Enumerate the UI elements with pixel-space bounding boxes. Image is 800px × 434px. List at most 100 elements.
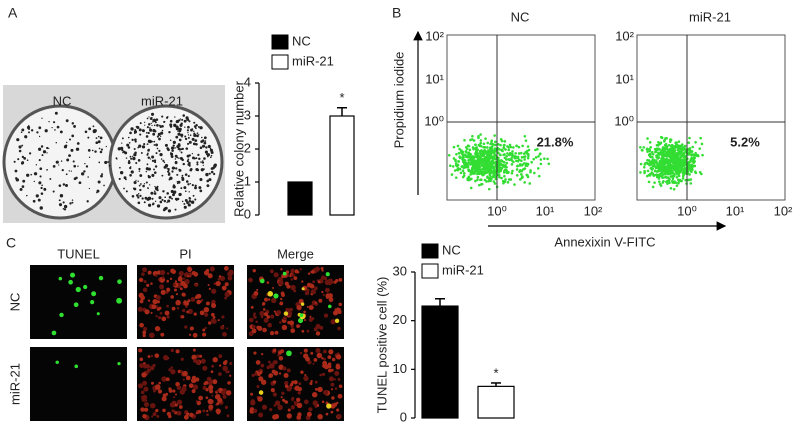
x-tick-label: 10¹ xyxy=(536,203,555,218)
event-dot xyxy=(641,149,644,152)
event-dot xyxy=(503,140,507,143)
cell xyxy=(226,414,230,418)
colony xyxy=(206,153,211,157)
event-dot xyxy=(657,167,661,170)
colony xyxy=(163,161,166,164)
cell xyxy=(196,293,202,299)
cell xyxy=(158,381,161,385)
cell xyxy=(189,326,194,331)
cell xyxy=(202,385,207,390)
event-dot xyxy=(518,178,522,181)
event-dot xyxy=(447,153,451,157)
colony xyxy=(147,131,150,135)
cell xyxy=(304,374,307,377)
event-dot xyxy=(658,163,661,166)
event-dot xyxy=(646,169,650,173)
colony xyxy=(141,197,144,200)
colony xyxy=(28,152,32,155)
colony xyxy=(55,141,58,144)
colony xyxy=(177,132,181,136)
cell xyxy=(336,408,340,412)
colony xyxy=(178,157,180,159)
colony xyxy=(187,158,190,161)
colony xyxy=(203,141,207,145)
colony xyxy=(156,135,159,138)
colony xyxy=(151,155,155,159)
event-dot xyxy=(457,167,460,170)
colony xyxy=(98,161,101,164)
colony xyxy=(174,158,177,160)
cell xyxy=(326,403,332,409)
y-tick-label: 10¹ xyxy=(615,71,634,86)
colony xyxy=(212,172,216,176)
event-dot xyxy=(461,175,465,179)
cell xyxy=(149,332,155,339)
event-dot xyxy=(488,152,492,156)
colony xyxy=(123,176,127,180)
colony xyxy=(176,173,179,176)
colony xyxy=(167,167,170,171)
cell xyxy=(312,362,315,365)
cell xyxy=(335,363,340,368)
colony xyxy=(137,180,139,182)
event-dot xyxy=(523,134,527,138)
event-dot xyxy=(516,164,519,168)
colony xyxy=(131,195,135,198)
cell xyxy=(248,317,254,323)
event-dot xyxy=(689,178,693,181)
colony xyxy=(134,129,137,132)
cell xyxy=(253,351,257,355)
colony xyxy=(127,146,131,149)
colony xyxy=(18,149,22,153)
colony xyxy=(14,169,18,173)
event-dot xyxy=(663,158,666,161)
event-dot xyxy=(458,155,461,159)
event-dot xyxy=(673,149,677,153)
cell xyxy=(140,407,145,412)
cell xyxy=(172,389,176,393)
colony xyxy=(197,153,200,156)
cell xyxy=(284,400,289,404)
colony xyxy=(191,152,194,155)
colony xyxy=(189,169,192,172)
y-tick-label: 0 xyxy=(244,206,251,221)
cell xyxy=(98,275,104,281)
cell xyxy=(270,269,274,274)
cell xyxy=(318,298,323,303)
colony xyxy=(43,187,47,191)
panel-label: A xyxy=(8,5,18,21)
cell xyxy=(269,408,273,412)
colony xyxy=(170,152,174,156)
event-dot xyxy=(505,171,509,174)
colony xyxy=(121,137,124,140)
cell xyxy=(142,267,147,273)
colony xyxy=(178,127,182,131)
event-dot xyxy=(674,165,677,169)
cell xyxy=(278,364,284,370)
cell xyxy=(195,377,200,382)
colony xyxy=(137,196,140,199)
colony xyxy=(134,140,137,143)
colony xyxy=(152,132,156,136)
colony xyxy=(40,145,44,148)
cell xyxy=(324,279,331,286)
cell xyxy=(311,303,314,306)
event-dot xyxy=(466,178,470,181)
cell xyxy=(250,400,256,406)
cell xyxy=(277,404,283,411)
event-dot xyxy=(521,144,524,148)
cell xyxy=(330,382,335,387)
event-dot xyxy=(454,158,457,162)
cell xyxy=(224,296,227,300)
event-dot xyxy=(664,175,668,178)
cell xyxy=(203,306,210,313)
event-dot xyxy=(669,151,672,154)
colony xyxy=(184,126,186,128)
colony xyxy=(65,119,69,123)
cell xyxy=(307,272,311,275)
cell xyxy=(263,317,269,323)
event-dot xyxy=(463,165,467,169)
colony xyxy=(194,186,197,190)
event-dot xyxy=(642,146,646,149)
cell xyxy=(331,396,335,400)
